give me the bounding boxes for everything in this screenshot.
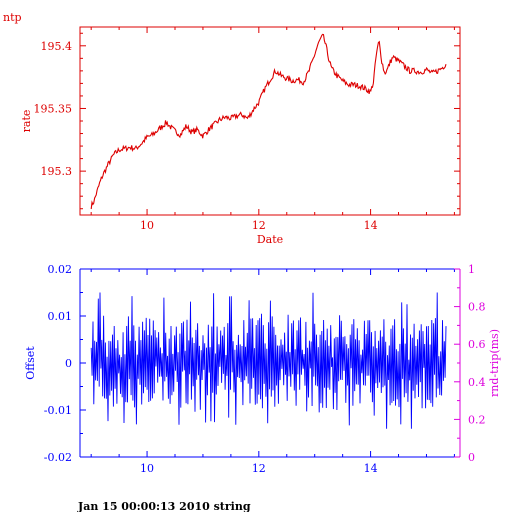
x-tick-label: 10 xyxy=(140,462,154,475)
y2-tick-label: 0.4 xyxy=(468,376,486,389)
offset-series-line xyxy=(90,292,447,429)
footer-timestamp: Jan 15 00:00:13 2010 string xyxy=(77,500,251,512)
x-tick-label: 14 xyxy=(364,219,378,232)
y2-axis-label: rnd-trip(ms) xyxy=(488,329,501,397)
y-tick-label: 195.35 xyxy=(34,102,73,115)
y-axis-label: rate xyxy=(20,110,33,133)
offset-panel: 10 12 14 -0.02 -0.01 0 0.01 0.02 0 0.2 0.4 0.6 0.8 1 O… xyxy=(24,263,501,475)
corner-label: ntp xyxy=(3,11,22,24)
x-tick-label: 12 xyxy=(252,219,266,232)
rate-series-line xyxy=(90,33,447,210)
x-tick-label: 14 xyxy=(364,462,378,475)
y2-tick-label: 0 xyxy=(468,451,475,464)
y-tick-label: 0 xyxy=(65,357,72,370)
y-tick-label: 0.02 xyxy=(48,263,73,276)
x-tick-label: 10 xyxy=(140,219,154,232)
y2-tick-label: 0.8 xyxy=(468,301,486,314)
y-tick-label: -0.01 xyxy=(44,404,72,417)
y-tick-label: 195.4 xyxy=(41,40,73,53)
rate-panel: 10 12 14 195.3 195.35 195.4 Date rate xyxy=(20,26,461,246)
y-tick-label: 195.3 xyxy=(41,165,73,178)
y2-tick-label: 0.6 xyxy=(468,338,486,351)
x-tick-label: 12 xyxy=(252,462,266,475)
y-tick-label: -0.02 xyxy=(44,451,72,464)
y-axis-label: Offset xyxy=(24,346,37,380)
y2-tick-label: 1 xyxy=(468,263,475,276)
y2-tick-label: 0.2 xyxy=(468,413,486,426)
x-axis-label: Date xyxy=(257,233,283,246)
y-tick-label: 0.01 xyxy=(48,310,73,323)
